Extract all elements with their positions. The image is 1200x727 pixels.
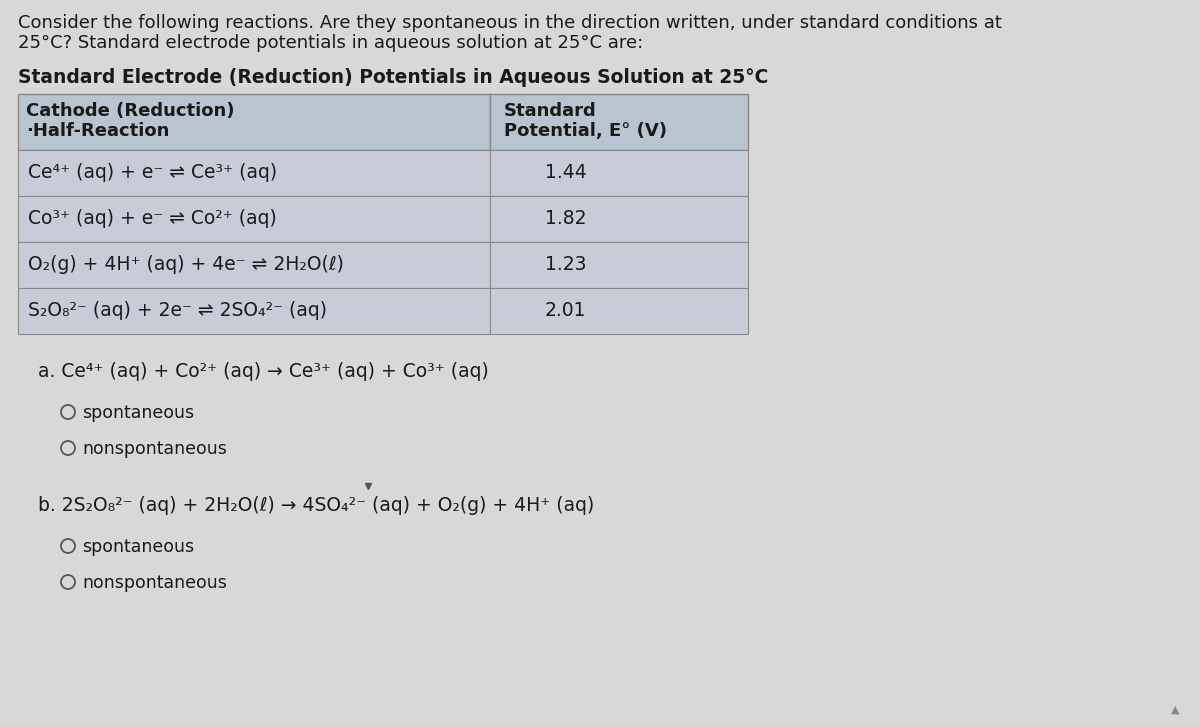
Bar	[490, 196, 748, 242]
Bar	[18, 150, 490, 196]
Bar	[490, 242, 748, 288]
Bar	[18, 196, 490, 242]
Text: nonspontaneous: nonspontaneous	[82, 440, 227, 458]
Text: Consider the following reactions. Are they spontaneous in the direction written,: Consider the following reactions. Are th…	[18, 14, 1002, 32]
Text: 1.44: 1.44	[545, 163, 587, 182]
Text: 2.01: 2.01	[545, 301, 587, 320]
Text: Co³⁺ (aq) + e⁻ ⇌ Co²⁺ (aq): Co³⁺ (aq) + e⁻ ⇌ Co²⁺ (aq)	[28, 209, 277, 228]
Bar	[18, 288, 490, 334]
Text: a. Ce⁴⁺ (aq) + Co²⁺ (aq) → Ce³⁺ (aq) + Co³⁺ (aq): a. Ce⁴⁺ (aq) + Co²⁺ (aq) → Ce³⁺ (aq) + C…	[38, 362, 488, 381]
Text: ▲: ▲	[1171, 705, 1180, 715]
Text: spontaneous: spontaneous	[82, 538, 194, 556]
Text: nonspontaneous: nonspontaneous	[82, 574, 227, 592]
Text: ·Half-Reaction: ·Half-Reaction	[26, 122, 169, 140]
Bar	[18, 242, 490, 288]
Text: O₂(g) + 4H⁺ (aq) + 4e⁻ ⇌ 2H₂O(ℓ): O₂(g) + 4H⁺ (aq) + 4e⁻ ⇌ 2H₂O(ℓ)	[28, 255, 344, 274]
Text: S₂O₈²⁻ (aq) + 2e⁻ ⇌ 2SO₄²⁻ (aq): S₂O₈²⁻ (aq) + 2e⁻ ⇌ 2SO₄²⁻ (aq)	[28, 301, 326, 320]
Text: 1.23: 1.23	[545, 255, 587, 274]
Text: Standard Electrode (Reduction) Potentials in Aqueous Solution at 25°C: Standard Electrode (Reduction) Potential…	[18, 68, 768, 87]
Bar	[490, 288, 748, 334]
Text: b. 2S₂O₈²⁻ (aq) + 2H₂O(ℓ) → 4SO₄²⁻ (aq) + O₂(g) + 4H⁺ (aq): b. 2S₂O₈²⁻ (aq) + 2H₂O(ℓ) → 4SO₄²⁻ (aq) …	[38, 496, 594, 515]
Text: Potential, E° (V): Potential, E° (V)	[504, 122, 667, 140]
Bar	[18, 94, 490, 150]
Text: Standard: Standard	[504, 102, 596, 120]
Bar	[490, 94, 748, 150]
Text: 25°C? Standard electrode potentials in aqueous solution at 25°C are:: 25°C? Standard electrode potentials in a…	[18, 34, 643, 52]
Text: spontaneous: spontaneous	[82, 404, 194, 422]
Text: Ce⁴⁺ (aq) + e⁻ ⇌ Ce³⁺ (aq): Ce⁴⁺ (aq) + e⁻ ⇌ Ce³⁺ (aq)	[28, 163, 277, 182]
Text: 1.82: 1.82	[545, 209, 587, 228]
Bar	[490, 150, 748, 196]
Text: Cathode (Reduction): Cathode (Reduction)	[26, 102, 234, 120]
